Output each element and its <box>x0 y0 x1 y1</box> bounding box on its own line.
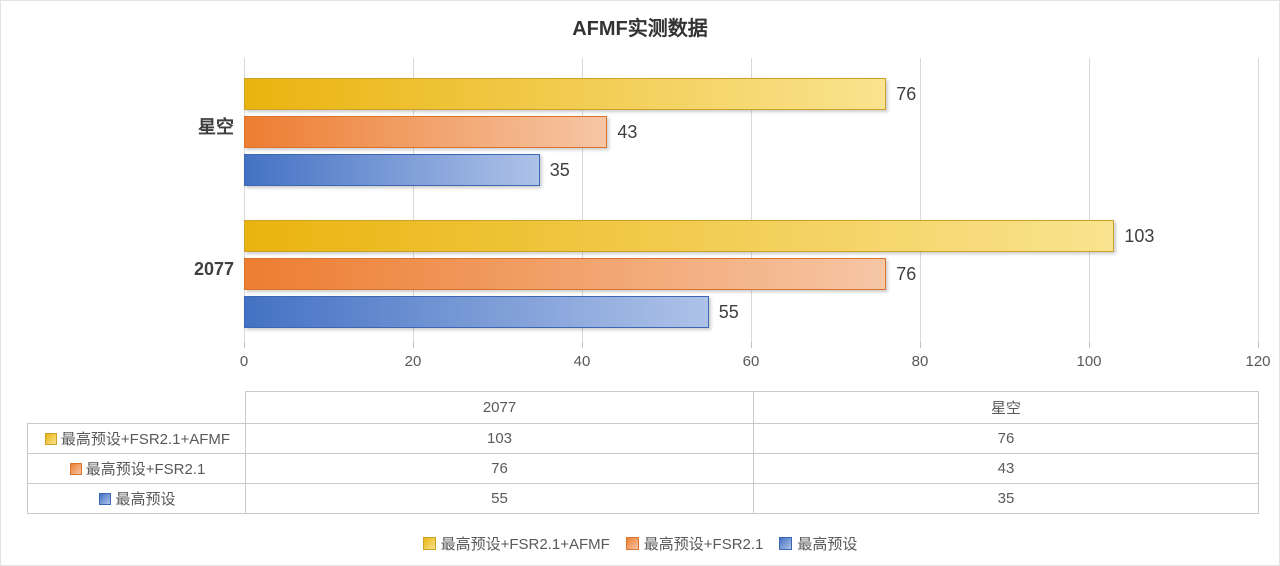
table-value-cell: 35 <box>753 483 1259 514</box>
legend-key-icon <box>69 463 82 475</box>
table-value-cell: 76 <box>245 453 754 484</box>
table-series-label: 最高预设+FSR2.1 <box>27 453 246 484</box>
table-row: 最高预设+FSR2.1 76 43 <box>27 453 1259 484</box>
axis-tick <box>244 342 245 348</box>
x-tick-label: 100 <box>1076 353 1102 370</box>
bar-value-label: 103 <box>1124 226 1155 246</box>
x-tick-label: 20 <box>404 353 422 370</box>
gridline <box>582 58 583 342</box>
legend-swatch-icon <box>779 537 793 550</box>
table-value-cell: 103 <box>245 423 754 454</box>
legend-item: 最高预设+FSR2.1+AFMF <box>422 533 610 554</box>
axis-tick <box>751 342 752 348</box>
table-value-cell: 55 <box>245 483 754 514</box>
table-value-cell: 43 <box>753 453 1259 484</box>
bar-最高预设 <box>244 296 709 328</box>
x-tick-label: 80 <box>911 353 929 370</box>
axis-tick <box>413 342 414 348</box>
bar-最高预设+FSR2.1 <box>244 258 887 290</box>
axis-tick <box>920 342 921 348</box>
table-header-cell: 2077 <box>245 391 754 424</box>
x-tick-label: 120 <box>1245 353 1271 370</box>
bar-value-label: 76 <box>896 264 917 284</box>
category-label: 星空 <box>198 117 234 137</box>
gridline <box>413 58 414 342</box>
axis-tick <box>1258 342 1259 348</box>
legend-item-label: 最高预设+FSR2.1+AFMF <box>440 536 610 553</box>
x-tick-label: 60 <box>742 353 760 370</box>
category-label: 2077 <box>193 259 234 279</box>
bar-value-label: 43 <box>617 122 638 142</box>
gridline <box>1089 58 1090 342</box>
bar-最高预设+FSR2.1 <box>244 116 608 148</box>
gridline <box>1258 58 1259 342</box>
data-table: 2077 星空 最高预设+FSR2.1+AFMF 103 76 最高预设+FSR2.1 76… <box>27 391 1259 514</box>
bar-value-label: 76 <box>896 84 917 104</box>
legend-item-label: 最高预设+FSR2.1 <box>643 536 764 553</box>
axis-tick <box>1089 342 1090 348</box>
gridline <box>920 58 921 342</box>
x-tick-label: 0 <box>239 353 249 370</box>
x-tick-label: 40 <box>573 353 591 370</box>
legend-swatch-icon <box>625 537 639 550</box>
bar-value-label: 55 <box>718 302 739 322</box>
gridline <box>244 58 245 342</box>
bar-最高预设+FSR2.1+AFMF <box>244 220 1115 252</box>
bar-最高预设 <box>244 154 540 186</box>
chart-legend: 最高预设+FSR2.1+AFMF 最高预设+FSR2.1 最高预设 <box>1 533 1279 554</box>
legend-key-icon <box>44 433 57 445</box>
legend-item-label: 最高预设 <box>797 536 858 553</box>
table-series-label: 最高预设+FSR2.1+AFMF <box>27 423 246 454</box>
table-row: 最高预设 55 35 <box>27 483 1259 514</box>
axis-tick <box>582 342 583 348</box>
legend-item: 最高预设 <box>779 533 857 554</box>
legend-swatch-icon <box>422 537 436 550</box>
bar-最高预设+FSR2.1+AFMF <box>244 78 887 110</box>
bar-value-label: 35 <box>549 160 570 180</box>
table-corner-cell <box>27 391 246 424</box>
gridline <box>751 58 752 342</box>
table-series-label: 最高预设 <box>27 483 246 514</box>
table-row: 最高预设+FSR2.1+AFMF 103 76 <box>27 423 1259 454</box>
table-value-cell: 76 <box>753 423 1259 454</box>
legend-item: 最高预设+FSR2.1 <box>625 533 764 554</box>
table-header-cell: 星空 <box>753 391 1259 424</box>
legend-key-icon <box>99 493 112 505</box>
chart-title: AFMF实测数据 <box>572 18 708 40</box>
